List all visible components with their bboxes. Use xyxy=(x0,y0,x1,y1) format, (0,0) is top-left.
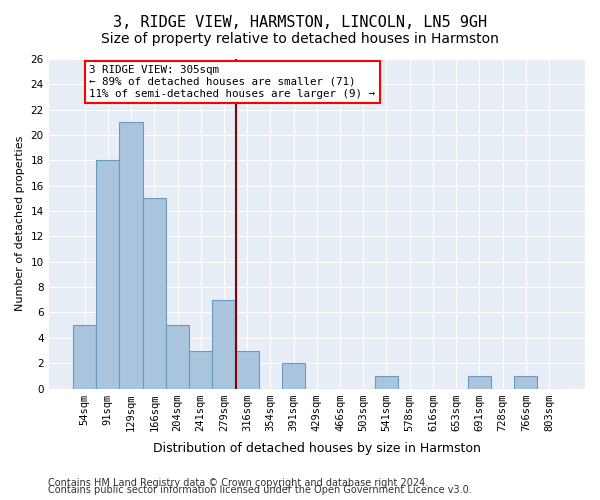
Text: 3, RIDGE VIEW, HARMSTON, LINCOLN, LN5 9GH: 3, RIDGE VIEW, HARMSTON, LINCOLN, LN5 9G… xyxy=(113,15,487,30)
Bar xyxy=(119,122,143,388)
Y-axis label: Number of detached properties: Number of detached properties xyxy=(15,136,25,312)
Bar xyxy=(189,350,212,389)
X-axis label: Distribution of detached houses by size in Harmston: Distribution of detached houses by size … xyxy=(153,442,481,455)
Bar xyxy=(212,300,236,388)
Bar xyxy=(166,325,189,388)
Text: Contains HM Land Registry data © Crown copyright and database right 2024.: Contains HM Land Registry data © Crown c… xyxy=(48,478,428,488)
Bar xyxy=(375,376,398,388)
Bar xyxy=(73,325,96,388)
Bar xyxy=(514,376,538,388)
Text: Contains public sector information licensed under the Open Government Licence v3: Contains public sector information licen… xyxy=(48,485,472,495)
Bar xyxy=(468,376,491,388)
Text: 3 RIDGE VIEW: 305sqm
← 89% of detached houses are smaller (71)
11% of semi-detac: 3 RIDGE VIEW: 305sqm ← 89% of detached h… xyxy=(89,66,375,98)
Text: Size of property relative to detached houses in Harmston: Size of property relative to detached ho… xyxy=(101,32,499,46)
Bar xyxy=(143,198,166,388)
Bar xyxy=(282,363,305,388)
Bar xyxy=(96,160,119,388)
Bar xyxy=(236,350,259,389)
